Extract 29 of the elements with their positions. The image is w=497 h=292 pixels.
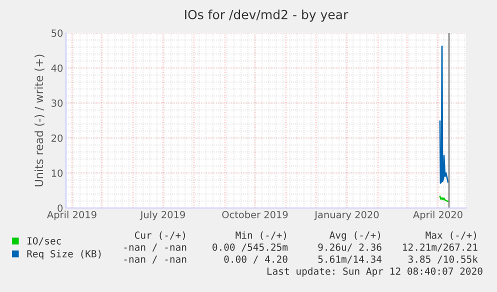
y-axis-title: Units read (-) / write (+)	[34, 54, 44, 186]
x-tick-label: January 2020	[314, 210, 379, 220]
text: -nan / -nan	[124, 244, 186, 252]
text: 0.00 / 4.20	[224, 255, 288, 264]
y-tick-label: 40	[51, 64, 63, 72]
text: 5.61m/14.34	[318, 255, 382, 264]
legend-label: IO/sec	[28, 237, 61, 246]
line-series	[439, 46, 449, 184]
text: Cur (-/+)	[134, 231, 185, 240]
x-tick-label: October 2019	[222, 210, 288, 218]
text: -nan / -nan	[124, 256, 186, 264]
legend-label: Req Size (KB)	[27, 250, 101, 260]
x-tick-label: July 2019	[140, 210, 185, 220]
y-tick-label: 50	[52, 29, 63, 37]
x-tick-label: April 2020	[413, 210, 462, 220]
text: 0.00 /545.25m	[212, 243, 288, 252]
y-tick-label: 30	[52, 99, 63, 107]
chart-title: IOs for /dev/md2 - by year	[185, 10, 348, 22]
y-tick-label: 20	[52, 134, 63, 142]
text: 3.85 /10.55k	[408, 255, 478, 264]
x-tick-label: April 2019	[47, 210, 96, 220]
text: 12.21m/267.21	[403, 243, 478, 252]
text: Max (-/+)	[426, 231, 476, 240]
text: Last update: Sun Apr 12 08:40:07 2020	[267, 267, 482, 277]
text: Min (-/+)	[236, 231, 286, 240]
y-tick-label: 0	[58, 204, 63, 212]
text: 9.26u/ 2.36	[318, 243, 382, 252]
text: Avg (-/+)	[330, 231, 380, 241]
y-tick-label: 10	[52, 169, 63, 177]
